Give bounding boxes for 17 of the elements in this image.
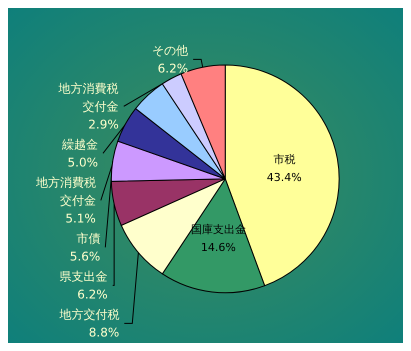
data-label: 5.1%: [65, 211, 96, 226]
slice-label: 市債: [76, 231, 100, 246]
slice-label: その他: [152, 43, 188, 58]
data-label: 2.9%: [88, 117, 119, 132]
data-label: 5.6%: [70, 249, 100, 264]
data-label: 6.2%: [77, 287, 108, 302]
slice-label: 市税: [273, 152, 296, 166]
data-label: 8.8%: [88, 325, 120, 340]
slice-label: 繰越金: [60, 137, 98, 152]
slice-label: 地方交付税: [58, 307, 120, 322]
slice-label: 地方消費税交付金: [34, 175, 96, 208]
slice-label: 県支出金: [60, 269, 108, 284]
data-label: 5.0%: [67, 155, 98, 170]
data-label: 14.6%: [200, 240, 236, 254]
data-label: 6.2%: [158, 61, 188, 76]
slice-label: 地方消費税交付金: [58, 81, 119, 114]
data-label: 43.4%: [266, 170, 302, 184]
